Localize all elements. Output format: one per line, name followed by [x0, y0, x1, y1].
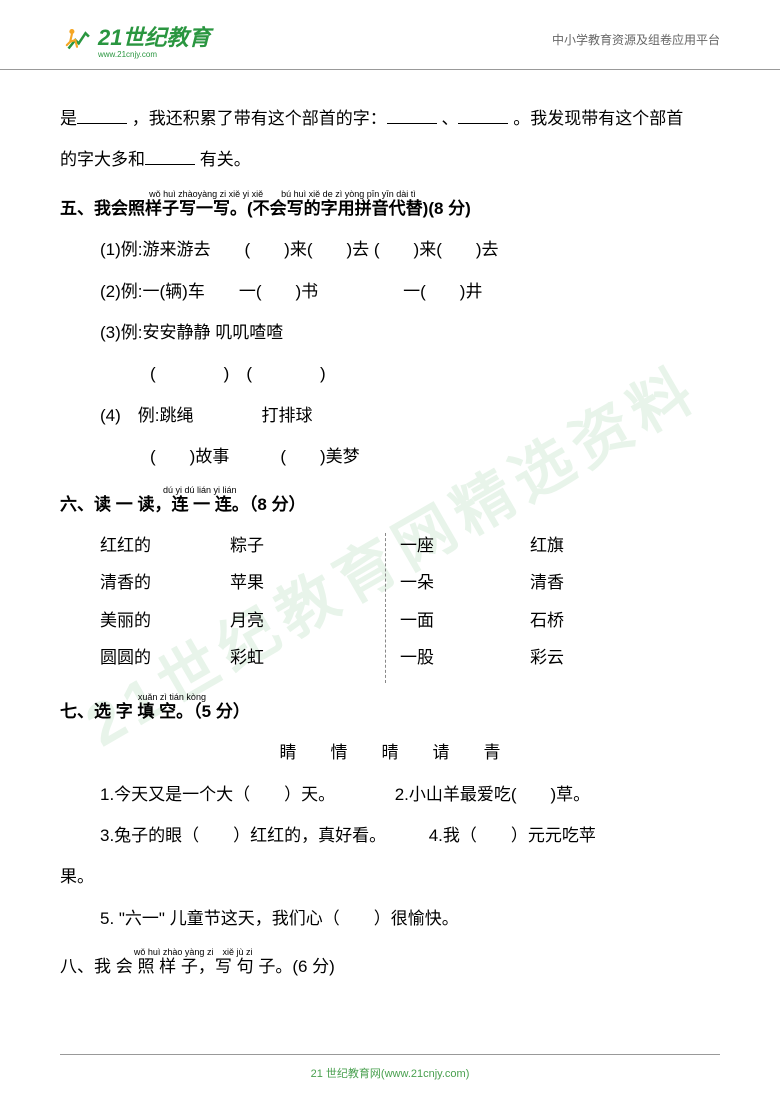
match-col-2: 粽子 苹果 月亮 彩虹 — [230, 527, 370, 683]
q5-4b: ( )故事 ( )美梦 — [60, 438, 720, 475]
section-title: 读 一 读，连 一 连。（8 分） — [94, 495, 306, 514]
q7-3: 3.兔子的眼（ ）红红的，真好看。 — [100, 826, 378, 845]
blank — [387, 105, 437, 124]
blank — [458, 105, 508, 124]
q7-4b: 果。 — [60, 858, 720, 895]
match-item: 彩虹 — [230, 639, 370, 676]
header-right-text: 中小学教育资源及组卷应用平台 — [552, 31, 720, 48]
section-number: 六、 — [60, 495, 94, 514]
section-7-head: 七、选 字 填 空。（5 分）xuǎn zì tián kòng — [60, 693, 720, 730]
text: 的字大多和 — [60, 150, 145, 169]
section-number: 七、 — [60, 702, 94, 721]
pinyin: xuǎn zì tián kòng — [94, 692, 250, 702]
match-item: 彩云 — [530, 639, 630, 676]
page-content: 是 ，我还积累了带有这个部首的字： 、 。我发现带有这个部首 的字大多和 有关。… — [0, 70, 780, 1000]
q5-1: (1)例:游来游去 ( )来( )去 ( )来( )去 — [60, 231, 720, 268]
match-col-3: 一座 一朵 一面 一股 — [400, 527, 530, 683]
match-item: 清香的 — [100, 564, 230, 601]
section-title: 我 会 照 样 子，写 句 子。 — [94, 957, 292, 976]
page-header: 21世纪教育 www.21cnjy.com 中小学教育资源及组卷应用平台 — [0, 0, 780, 70]
logo-main-text: 21世纪教育 — [98, 20, 210, 52]
section-6-head: 六、读 一 读，连 一 连。（8 分）dú yi dú lián yi lián — [60, 486, 720, 523]
match-grid: 红红的 清香的 美丽的 圆圆的 粽子 苹果 月亮 彩虹 一座 一朵 一面 一股 … — [60, 527, 720, 683]
match-item: 石桥 — [530, 602, 630, 639]
pinyin: wǒ huì zhàoyàng zi xiě yi xiě — [94, 189, 263, 199]
section-number: 五、 — [60, 199, 94, 218]
text: 有关。 — [200, 150, 251, 169]
q7-row1: 1.今天又是一个大（ ）天。 2.小山羊最爱吃( )草。 — [60, 776, 720, 813]
pinyin: wǒ huì zhào yàng zi xiě jù zi — [94, 947, 292, 957]
q5-2: (2)例:一(辆)车 一( )书 一( )井 — [60, 273, 720, 310]
q7-4: 4.我（ ）元元吃苹 — [429, 826, 596, 845]
intro-line-1: 是 ，我还积累了带有这个部首的字： 、 。我发现带有这个部首 — [60, 100, 720, 137]
points: (6 分) — [292, 957, 335, 976]
match-item: 一面 — [400, 602, 530, 639]
match-item: 一股 — [400, 639, 530, 676]
match-item: 红红的 — [100, 527, 230, 564]
match-item: 苹果 — [230, 564, 370, 601]
logo: 21世纪教育 www.21cnjy.com — [60, 20, 210, 59]
match-separator — [370, 527, 400, 683]
section-5-head: 五、我会照样子写一写。(不会写的字用拼音代替)(8 分)wǒ huì zhàoy… — [60, 189, 720, 227]
text: 、 — [441, 109, 458, 128]
match-item: 一朵 — [400, 564, 530, 601]
pinyin: bú huì xiě de zì yòng pīn yīn dài tì — [281, 189, 471, 199]
match-item: 清香 — [530, 564, 630, 601]
q7-1: 1.今天又是一个大（ ）天。 — [100, 785, 327, 804]
q7-row2: 3.兔子的眼（ ）红红的，真好看。 4.我（ ）元元吃苹 — [60, 817, 720, 854]
text: 。我发现带有这个部首 — [513, 109, 683, 128]
pinyin: dú yi dú lián yi lián — [94, 485, 306, 495]
match-item: 美丽的 — [100, 602, 230, 639]
match-col-1: 红红的 清香的 美丽的 圆圆的 — [100, 527, 230, 683]
intro-line-2: 的字大多和 有关。 — [60, 141, 720, 178]
blank — [77, 105, 127, 124]
section-title: 我会照样子写一写。(不会写的字用拼音代替)(8 分) — [94, 199, 471, 218]
match-item: 月亮 — [230, 602, 370, 639]
match-col-4: 红旗 清香 石桥 彩云 — [530, 527, 630, 683]
blank — [145, 147, 195, 166]
q5-3a: (3)例:安安静静 叽叽喳喳 — [60, 314, 720, 351]
q7-5: 5. "六一" 儿童节这天，我们心（ ）很愉快。 — [60, 900, 720, 937]
match-item: 圆圆的 — [100, 639, 230, 676]
match-item: 粽子 — [230, 527, 370, 564]
runner-icon — [60, 23, 94, 57]
section-number: 八、 — [60, 957, 94, 976]
char-choices: 睛 情 晴 请 青 — [60, 734, 720, 771]
text: 是 — [60, 109, 77, 128]
page-footer: 21 世纪教育网(www.21cnjy.com) — [60, 1054, 720, 1081]
match-item: 红旗 — [530, 527, 630, 564]
q5-3b: ( ) ( ) — [60, 355, 720, 392]
text: ，我还积累了带有这个部首的字： — [132, 109, 387, 128]
section-8-head: 八、我 会 照 样 子，写 句 子。wǒ huì zhào yàng zi xi… — [60, 947, 720, 985]
dotted-line-icon — [385, 533, 386, 683]
section-title: 选 字 填 空。（5 分） — [94, 702, 250, 721]
q7-2: 2.小山羊最爱吃( )草。 — [395, 785, 591, 804]
match-item: 一座 — [400, 527, 530, 564]
q5-4a: (4) 例:跳绳 打排球 — [60, 397, 720, 434]
